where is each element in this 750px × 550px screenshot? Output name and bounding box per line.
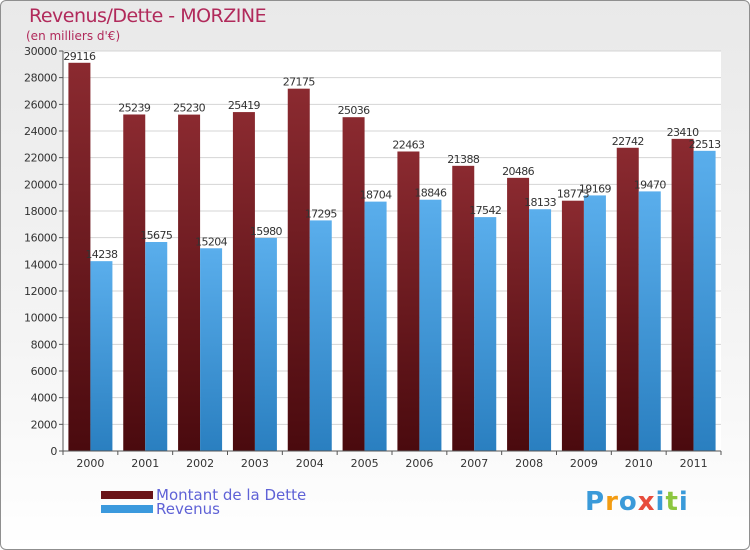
bar-revenus	[474, 217, 497, 451]
bar-dette	[452, 165, 475, 451]
bar-revenus	[419, 199, 442, 451]
x-tick-label: 2002	[186, 457, 214, 470]
bar-revenus	[200, 248, 223, 451]
data-label: 21388	[447, 153, 480, 166]
y-tick-label: 26000	[24, 98, 57, 111]
y-tick-label: 16000	[24, 232, 57, 245]
data-label: 23410	[667, 126, 700, 139]
bar-dette	[178, 114, 201, 451]
plot-area	[63, 51, 721, 451]
x-tick-label: 2000	[76, 457, 104, 470]
logo-letter: o	[618, 487, 638, 517]
y-tick-label: 22000	[24, 152, 57, 165]
y-tick-label: 6000	[31, 365, 58, 378]
data-label: 18704	[360, 189, 393, 202]
data-label: 22513	[689, 138, 722, 151]
bar-revenus	[145, 242, 168, 451]
data-label: 15675	[140, 229, 173, 242]
bar-dette	[507, 177, 530, 451]
proxiti-logo: Proxiti	[585, 487, 689, 517]
bar-dette	[561, 200, 584, 451]
x-tick-label: 2011	[680, 457, 708, 470]
chart-subtitle: (en milliers d'€)	[26, 29, 121, 43]
data-label: 25419	[228, 99, 261, 112]
bar-revenus	[309, 220, 332, 451]
y-tick-label: 2000	[31, 418, 58, 431]
y-tick-label: 18000	[24, 205, 57, 218]
chart-title: Revenus/Dette - MORZINE	[29, 5, 267, 27]
data-label: 18773	[557, 188, 590, 201]
bar-dette	[232, 112, 255, 451]
y-tick-label: 12000	[24, 285, 57, 298]
data-label: 14238	[85, 248, 118, 261]
x-tick-label: 2006	[405, 457, 433, 470]
data-label: 29116	[63, 50, 96, 63]
legend-swatch-revenus	[101, 505, 153, 513]
y-tick-label: 24000	[24, 125, 57, 138]
bar-dette	[68, 62, 91, 451]
bar-dette	[123, 114, 146, 451]
y-tick-label: 4000	[31, 392, 58, 405]
data-label: 25036	[338, 104, 371, 117]
data-label: 18133	[524, 196, 557, 209]
y-tick-label: 20000	[24, 178, 57, 191]
logo-letter: x	[637, 487, 656, 517]
x-tick-label: 2004	[296, 457, 324, 470]
data-label: 19169	[579, 182, 612, 195]
x-tick-label: 2009	[570, 457, 598, 470]
data-label: 19470	[634, 178, 667, 191]
bar-revenus	[90, 261, 113, 451]
data-label: 15204	[195, 235, 228, 248]
bar-revenus	[364, 201, 387, 451]
logo-letter: P	[585, 487, 606, 517]
y-tick-label: 0	[50, 445, 57, 458]
x-tick-label: 2010	[625, 457, 653, 470]
legend-label-revenus: Revenus	[156, 500, 220, 518]
bar-dette	[397, 151, 420, 451]
y-tick-label: 14000	[24, 258, 57, 271]
x-tick-label: 2007	[460, 457, 488, 470]
bar-revenus	[254, 237, 277, 451]
logo-letter: i	[678, 487, 689, 517]
logo-letter: i	[655, 487, 666, 517]
x-tick-label: 2001	[131, 457, 159, 470]
data-label: 17295	[305, 207, 338, 220]
bar-dette	[287, 88, 310, 452]
data-label: 20486	[502, 165, 535, 178]
bar-revenus	[638, 191, 661, 451]
logo-letter: r	[605, 487, 619, 517]
bar-revenus	[529, 209, 552, 451]
data-label: 17542	[469, 204, 501, 217]
data-label: 22742	[612, 135, 644, 148]
y-tick-label: 28000	[24, 72, 57, 85]
bar-revenus	[693, 150, 716, 451]
bar-dette	[616, 147, 639, 452]
x-tick-label: 2008	[515, 457, 543, 470]
data-label: 27175	[283, 76, 316, 89]
data-label: 25230	[173, 102, 206, 115]
logo-letter: t	[665, 487, 679, 517]
bar-dette	[342, 117, 365, 451]
data-label: 25239	[118, 101, 151, 114]
data-label: 18846	[414, 187, 447, 200]
data-label: 22463	[392, 138, 425, 151]
bar-dette	[671, 138, 694, 451]
x-tick-label: 2003	[241, 457, 269, 470]
bar-revenus	[583, 195, 606, 451]
y-tick-label: 8000	[31, 338, 58, 351]
data-label: 15980	[250, 225, 283, 238]
y-tick-label: 30000	[24, 45, 57, 58]
y-tick-label: 10000	[24, 312, 57, 325]
legend-swatch-dette	[101, 491, 153, 499]
legend-label-dette: Montant de la Dette	[156, 486, 307, 504]
x-tick-label: 2005	[351, 457, 379, 470]
